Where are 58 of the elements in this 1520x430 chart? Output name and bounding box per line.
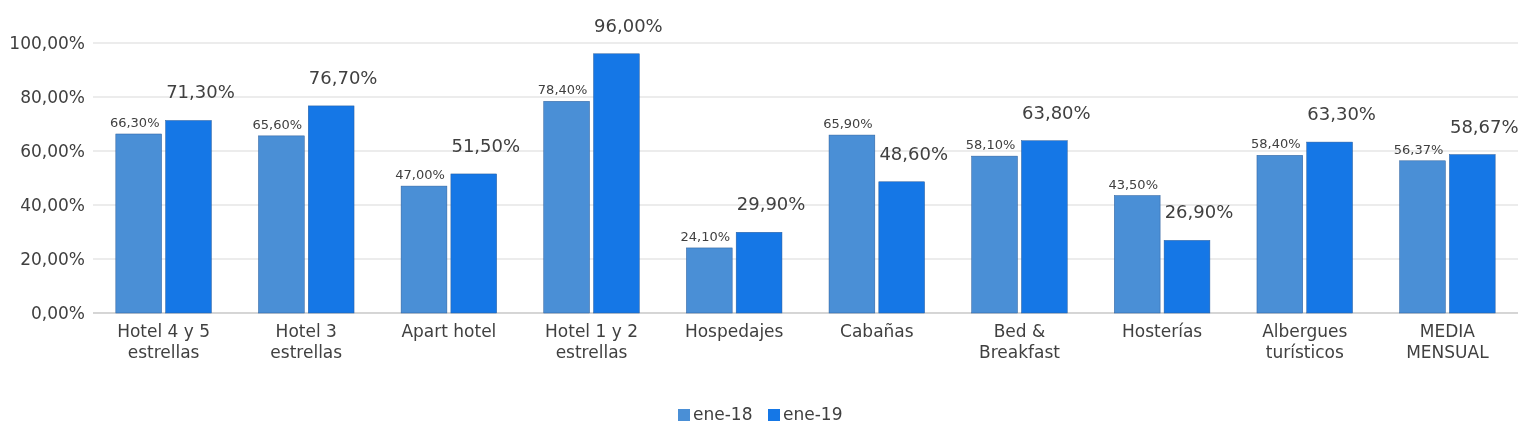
data-label: 58,40%: [1251, 136, 1301, 152]
data-label: 63,80%: [1022, 101, 1091, 123]
bar: [1399, 160, 1446, 314]
y-tick-label: 0,00%: [30, 302, 85, 323]
x-tick-label: Hosterías: [1122, 321, 1203, 341]
data-label: 78,40%: [537, 82, 588, 98]
bar: [971, 155, 1018, 314]
y-tick-label: 20,00%: [20, 248, 85, 269]
bar: [1256, 155, 1303, 314]
data-label: 26,90%: [1164, 201, 1234, 223]
legend-label: ene-19: [783, 404, 843, 424]
data-label: 47,00%: [395, 167, 445, 183]
x-tick-label: Hotel 1 y 2 estrellas: [545, 321, 638, 362]
data-label: 76,70%: [308, 66, 378, 88]
data-label: 48,60%: [879, 142, 949, 164]
y-tick-label: 80,00%: [20, 86, 85, 107]
data-label: 63,30%: [1307, 103, 1376, 125]
bar: [258, 135, 305, 314]
x-tick-label: Hotel 4 y 5 estrellas: [117, 321, 211, 362]
bar: [735, 232, 783, 314]
data-label: 51,50%: [451, 134, 521, 156]
bar: [1163, 240, 1211, 314]
bar: [1306, 141, 1353, 314]
data-label: 66,30%: [109, 114, 160, 130]
x-tick-label: Cabañas: [840, 321, 914, 341]
bar: [1449, 154, 1496, 314]
data-label: 24,10%: [680, 228, 731, 244]
bar: [878, 181, 925, 314]
bar: [543, 101, 590, 314]
data-label: 43,50%: [1108, 176, 1158, 192]
data-label: 65,60%: [252, 116, 303, 132]
data-label: 58,10%: [965, 137, 1016, 153]
bar: [400, 185, 448, 314]
y-tick-label: 40,00%: [20, 194, 85, 215]
data-label: 65,90%: [823, 116, 873, 132]
x-tick-label: MEDIA MENSUAL: [1406, 321, 1490, 362]
data-label: 58,67%: [1449, 115, 1519, 137]
x-tick-label: Hotel 3 estrellas: [270, 321, 343, 362]
bar: [1114, 195, 1161, 314]
bar: [686, 247, 733, 314]
bar: [308, 105, 355, 314]
data-label: 96,00%: [594, 14, 663, 36]
bar: [593, 53, 640, 314]
data-label: 56,37%: [1393, 141, 1444, 157]
legend-label: ene-18: [693, 404, 753, 424]
y-tick-label: 60,00%: [20, 140, 85, 161]
data-label: 71,30%: [166, 81, 235, 103]
x-tick-label: Apart hotel: [401, 321, 497, 341]
x-tick-label: Hospedajes: [684, 321, 784, 341]
bar: [828, 134, 876, 314]
bar: [165, 120, 212, 314]
bar: [450, 173, 497, 314]
data-label: 29,90%: [736, 193, 806, 215]
bar: [115, 133, 162, 314]
y-tick-label: 100,00%: [9, 32, 85, 53]
x-tick-label: Bed & Breakfast: [979, 321, 1061, 362]
bar: [1021, 140, 1068, 314]
x-tick-label: Albergues turísticos: [1262, 321, 1348, 362]
